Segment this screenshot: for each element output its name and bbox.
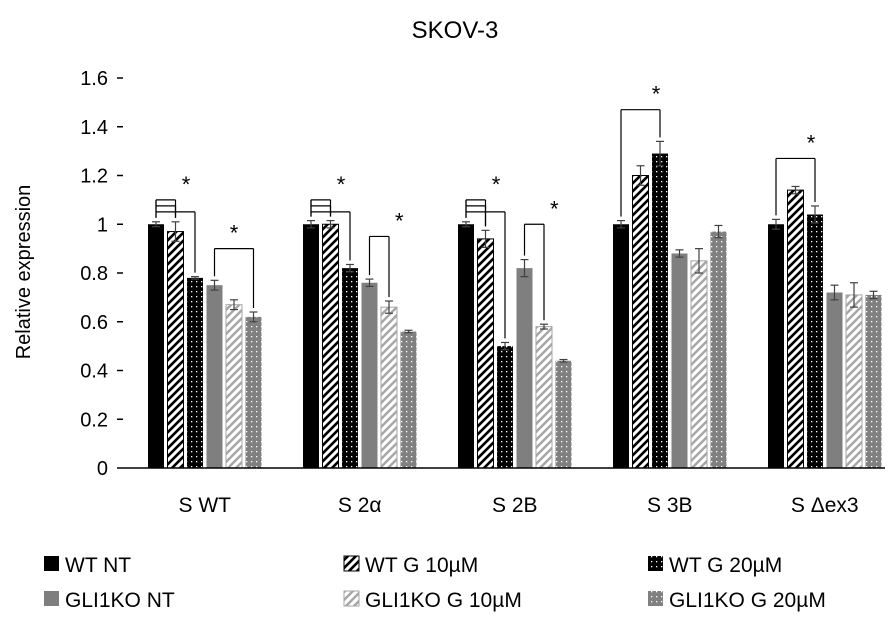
significance-star: * — [550, 196, 559, 221]
x-tick-label: S 2B — [492, 494, 538, 517]
bar — [303, 224, 319, 468]
legend: WT NT WT G 10µM WT G 20µM GLI1KO NT GLI1KO G… — [44, 554, 826, 612]
significance-star: * — [652, 82, 661, 107]
y-tick-label: 0.2 — [80, 409, 108, 431]
bar — [148, 224, 164, 468]
significance-star: * — [230, 221, 239, 246]
y-tick-label: 1.6 — [80, 68, 108, 90]
legend-swatch — [44, 556, 59, 571]
significance-brackets: * * * * * * * * — [155, 82, 816, 339]
bar — [380, 306, 398, 469]
bar — [477, 238, 494, 469]
bar — [206, 285, 223, 468]
legend-label: GLI1KO NT — [65, 589, 175, 612]
y-tick-label: 0.6 — [80, 312, 108, 334]
legend-swatch — [44, 591, 59, 606]
y-tick-label: 0.8 — [80, 263, 108, 285]
legend-swatch — [648, 556, 663, 571]
bar — [787, 189, 804, 469]
significance-star: * — [182, 172, 191, 197]
bar-series-group — [148, 140, 882, 469]
legend-label: GLI1KO G 20µM — [669, 589, 826, 612]
bar — [807, 214, 823, 468]
x-tick-label: S Δex3 — [791, 494, 859, 517]
y-tick-label: 1.2 — [80, 166, 108, 188]
bar — [187, 277, 203, 468]
bar — [865, 294, 882, 468]
legend-label: WT NT — [65, 554, 131, 577]
bar — [458, 224, 474, 468]
bar — [535, 326, 553, 469]
bar — [710, 231, 727, 468]
chart-title: SKOV-3 — [412, 17, 499, 44]
legend-label: GLI1KO G 10µM — [365, 589, 522, 612]
significance-star: * — [492, 172, 501, 197]
significance-star: * — [337, 172, 346, 197]
x-axis-labels: S WT S 2α S 2B S 3B S Δex3 — [179, 494, 859, 517]
bar — [516, 268, 533, 468]
bar — [400, 331, 417, 468]
bar — [167, 231, 184, 469]
y-axis-label: Relative expression — [13, 185, 35, 360]
bar — [671, 253, 688, 468]
y-tick-label: 0.4 — [80, 361, 108, 383]
y-tick-label: 0 — [97, 458, 108, 480]
bar — [826, 292, 843, 468]
legend-label: WT G 10µM — [365, 554, 478, 577]
bar — [497, 346, 513, 468]
significance-star: * — [395, 208, 404, 233]
bar — [342, 268, 358, 468]
legend-label: WT G 20µM — [669, 554, 782, 577]
bar — [322, 223, 339, 469]
y-tick-label: 1.4 — [80, 117, 108, 139]
legend-swatch — [343, 590, 360, 607]
bar — [632, 175, 649, 469]
bar — [652, 153, 668, 468]
bar — [225, 304, 243, 469]
x-tick-label: S 2α — [338, 494, 382, 517]
bar — [555, 360, 572, 468]
bar — [845, 294, 863, 469]
y-tick-label: 1 — [97, 214, 108, 236]
bar — [768, 224, 784, 468]
x-tick-label: S 3B — [647, 494, 693, 517]
legend-swatch — [343, 555, 360, 572]
bar — [690, 260, 708, 469]
x-tick-label: S WT — [179, 494, 232, 517]
bar — [361, 282, 378, 468]
significance-star: * — [807, 130, 816, 155]
bar — [245, 316, 262, 468]
bar — [613, 224, 629, 468]
y-axis-ticks: 0 0.2 0.4 0.6 0.8 1 1.2 1.4 1.6 — [80, 68, 123, 480]
legend-swatch — [648, 591, 663, 606]
